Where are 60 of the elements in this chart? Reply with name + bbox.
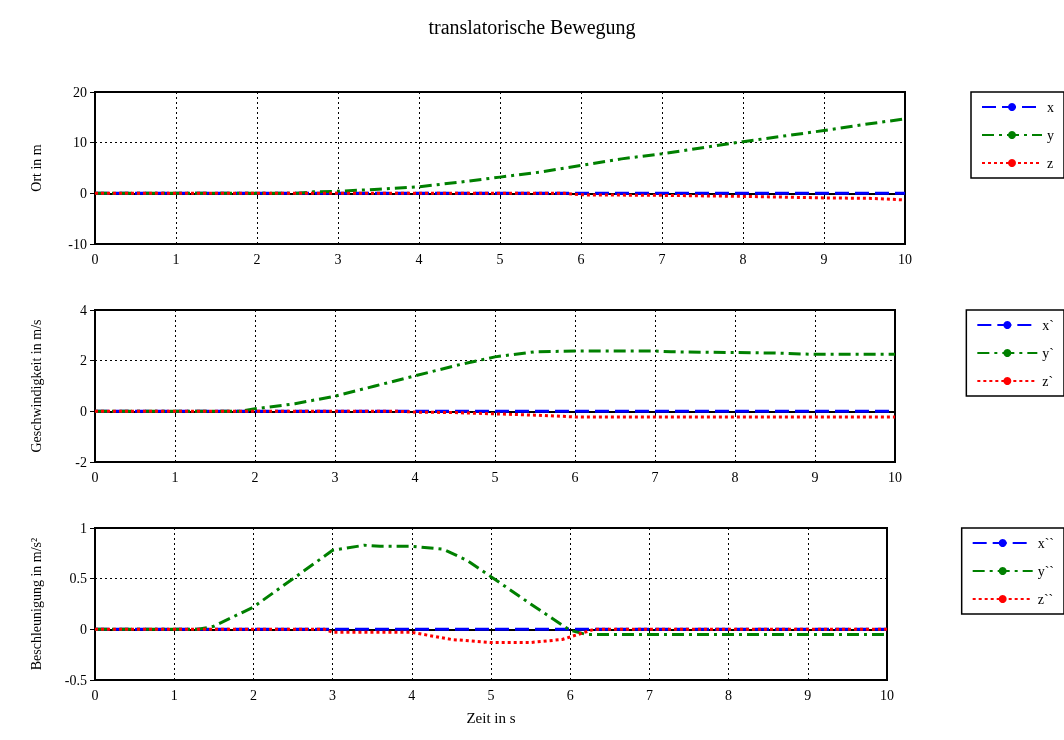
y-axis-title: Ort in m <box>28 144 44 192</box>
x-tick-label: 2 <box>251 469 259 485</box>
x-tick-label: 5 <box>487 687 495 703</box>
x-tick-label: 1 <box>170 687 178 703</box>
x-tick-label: 8 <box>739 251 747 267</box>
x-tick-label: 9 <box>820 251 828 267</box>
x-tick-label: 8 <box>731 469 739 485</box>
y-tick-label: 0 <box>80 621 87 637</box>
legend-label: z` <box>1042 373 1054 389</box>
x-tick-label: 0 <box>91 251 99 267</box>
y-tick-label: 1 <box>80 520 87 536</box>
x-tick-label: 5 <box>491 469 499 485</box>
x-tick-label: 10 <box>898 251 912 267</box>
x-tick-label: 10 <box>880 687 894 703</box>
x-tick-label: 1 <box>171 469 179 485</box>
x-tick-label: 1 <box>172 251 180 267</box>
y-tick-label: 4 <box>80 302 87 318</box>
x-tick-label: 3 <box>331 469 339 485</box>
y-tick-label: 0.5 <box>69 571 87 587</box>
y-tick-label: 2 <box>80 353 87 369</box>
x-tick-label: 10 <box>888 469 902 485</box>
x-tick-label: 2 <box>249 687 257 703</box>
x-tick-label: 4 <box>415 251 423 267</box>
legend-label: z <box>1047 155 1054 171</box>
x-tick-label: 0 <box>91 687 99 703</box>
y-axis-title: Beschleunigung in m/s² <box>28 537 44 671</box>
y-axis-title: Geschwindigkeit in m/s <box>28 319 44 453</box>
y-tick-label: -10 <box>68 236 87 252</box>
x-tick-label: 4 <box>411 469 419 485</box>
y-tick-label: 0 <box>80 403 87 419</box>
x-tick-label: 0 <box>91 469 99 485</box>
y-tick-label: -0.5 <box>64 672 87 688</box>
y-tick-label: -2 <box>75 454 87 470</box>
legend-label: y <box>1047 127 1054 143</box>
x-tick-label: 7 <box>658 251 666 267</box>
y-tick-label: 20 <box>73 84 87 100</box>
legend-label: y` <box>1042 345 1055 361</box>
x-tick-label: 4 <box>408 687 416 703</box>
legend-label: z`` <box>1037 591 1054 607</box>
x-tick-label: 5 <box>496 251 504 267</box>
legend-label: x <box>1047 99 1054 115</box>
x-tick-label: 7 <box>645 687 653 703</box>
chart-title: translatorische Bewegung <box>428 16 636 39</box>
x-axis-title: Zeit in s <box>466 709 516 726</box>
x-tick-label: 9 <box>811 469 819 485</box>
x-tick-label: 8 <box>725 687 733 703</box>
y-tick-label: 0 <box>80 185 87 201</box>
legend-label: x`` <box>1037 535 1054 551</box>
y-tick-label: 10 <box>73 135 87 151</box>
x-tick-label: 6 <box>577 251 585 267</box>
legend-label: y`` <box>1037 563 1054 579</box>
line-series <box>93 627 889 645</box>
x-tick-label: 9 <box>804 687 812 703</box>
x-tick-label: 3 <box>334 251 342 267</box>
x-tick-label: 2 <box>253 251 261 267</box>
x-tick-label: 6 <box>571 469 579 485</box>
x-tick-label: 7 <box>651 469 659 485</box>
x-tick-label: 6 <box>566 687 574 703</box>
legend-label: x` <box>1042 317 1055 333</box>
x-tick-label: 3 <box>329 687 337 703</box>
